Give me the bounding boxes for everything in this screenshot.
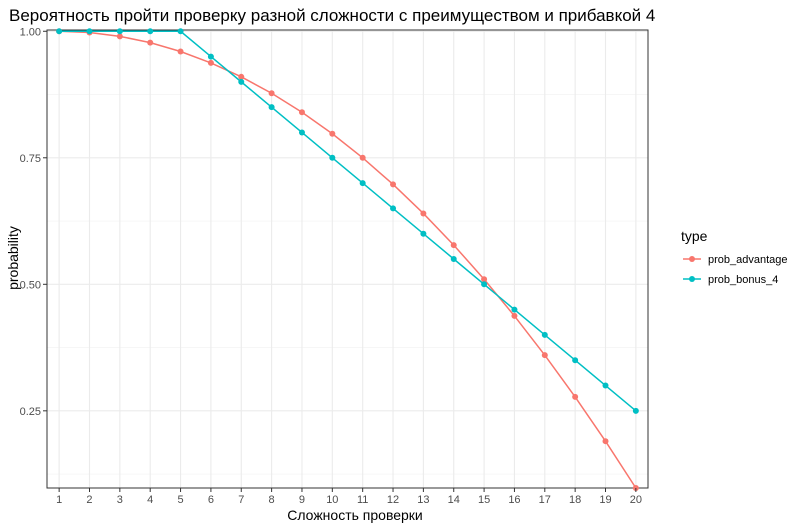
x-tick-label: 16 (508, 494, 520, 506)
legend-key-point (689, 256, 695, 262)
data-point (329, 154, 336, 161)
data-point (116, 33, 123, 40)
x-tick-label: 17 (539, 494, 551, 506)
x-tick-label: 12 (387, 494, 399, 506)
x-tick-label: 11 (357, 494, 368, 506)
data-point (116, 28, 123, 35)
data-point (329, 130, 336, 137)
data-point (390, 181, 397, 188)
data-point (177, 28, 184, 35)
data-point (450, 256, 457, 262)
grid-major (47, 30, 648, 488)
data-point (86, 28, 93, 35)
series-prob_advantage (56, 28, 639, 491)
data-point (602, 438, 609, 445)
y-tick-label: 1.00 (20, 26, 41, 38)
data-point (359, 180, 366, 187)
x-tick-label: 14 (448, 494, 460, 506)
data-point (298, 129, 305, 136)
x-tick-label: 18 (569, 494, 581, 506)
data-point (632, 407, 639, 414)
data-point (147, 28, 154, 35)
data-point (238, 78, 245, 85)
data-point (572, 357, 579, 364)
y-tick-label: 0.75 (20, 153, 41, 165)
data-point (238, 73, 245, 80)
data-point (541, 352, 548, 359)
chart-title: Вероятность пройти проверку разной сложн… (9, 6, 655, 25)
x-tick-label: 20 (630, 494, 642, 506)
y-tick-label: 0.25 (20, 406, 41, 418)
data-point (298, 109, 305, 116)
data-point (359, 154, 366, 161)
data-point (268, 104, 275, 111)
x-axis: 1 2 3 4 5 6 7 8 9 10 11 12 13 14 15 16 17 18 19 20 (56, 488, 642, 506)
data-point (207, 59, 214, 66)
legend-label: prob_advantage (708, 254, 788, 266)
data-point (147, 39, 154, 46)
series-line (59, 30, 637, 489)
data-point (177, 48, 184, 55)
x-tick-label: 19 (599, 494, 611, 506)
x-tick-label: 2 (86, 494, 92, 506)
legend-key-point (689, 276, 695, 282)
data-point (602, 382, 609, 389)
x-tick-label: 8 (269, 494, 275, 506)
data-point (481, 276, 488, 283)
data-point (511, 312, 518, 319)
grid-minor (47, 94, 648, 475)
y-axis-title: probability (5, 226, 21, 290)
data-point (207, 53, 214, 60)
data-point (420, 230, 427, 237)
y-axis: 0.25 0.50 0.75 1.00 (20, 26, 47, 418)
x-tick-label: 9 (299, 494, 305, 506)
data-point (420, 210, 427, 217)
series-prob_bonus_4 (56, 28, 639, 414)
data-point (572, 393, 579, 400)
series-layer (56, 28, 639, 491)
x-tick-label: 1 (56, 494, 62, 506)
x-tick-label: 13 (417, 494, 429, 506)
data-point (450, 242, 457, 249)
x-tick-label: 4 (147, 494, 153, 506)
x-tick-label: 3 (117, 494, 123, 506)
x-tick-label: 7 (238, 494, 244, 506)
legend: type prob_advantage prob_bonus_4 (681, 228, 788, 286)
data-point (390, 205, 397, 212)
data-point (481, 281, 488, 288)
x-tick-label: 15 (478, 494, 490, 506)
x-tick-label: 6 (208, 494, 214, 506)
data-point (511, 306, 518, 313)
series-line (59, 30, 637, 412)
x-tick-label: 5 (177, 494, 183, 506)
data-point (56, 28, 63, 35)
legend-title: type (681, 228, 708, 244)
x-tick-label: 10 (326, 494, 338, 506)
plot-panel (46, 29, 649, 489)
data-point (541, 331, 548, 338)
data-point (268, 90, 275, 97)
legend-label: prob_bonus_4 (708, 274, 778, 286)
y-tick-label: 0.50 (20, 279, 41, 291)
x-axis-title: Сложность проверки (287, 507, 423, 523)
